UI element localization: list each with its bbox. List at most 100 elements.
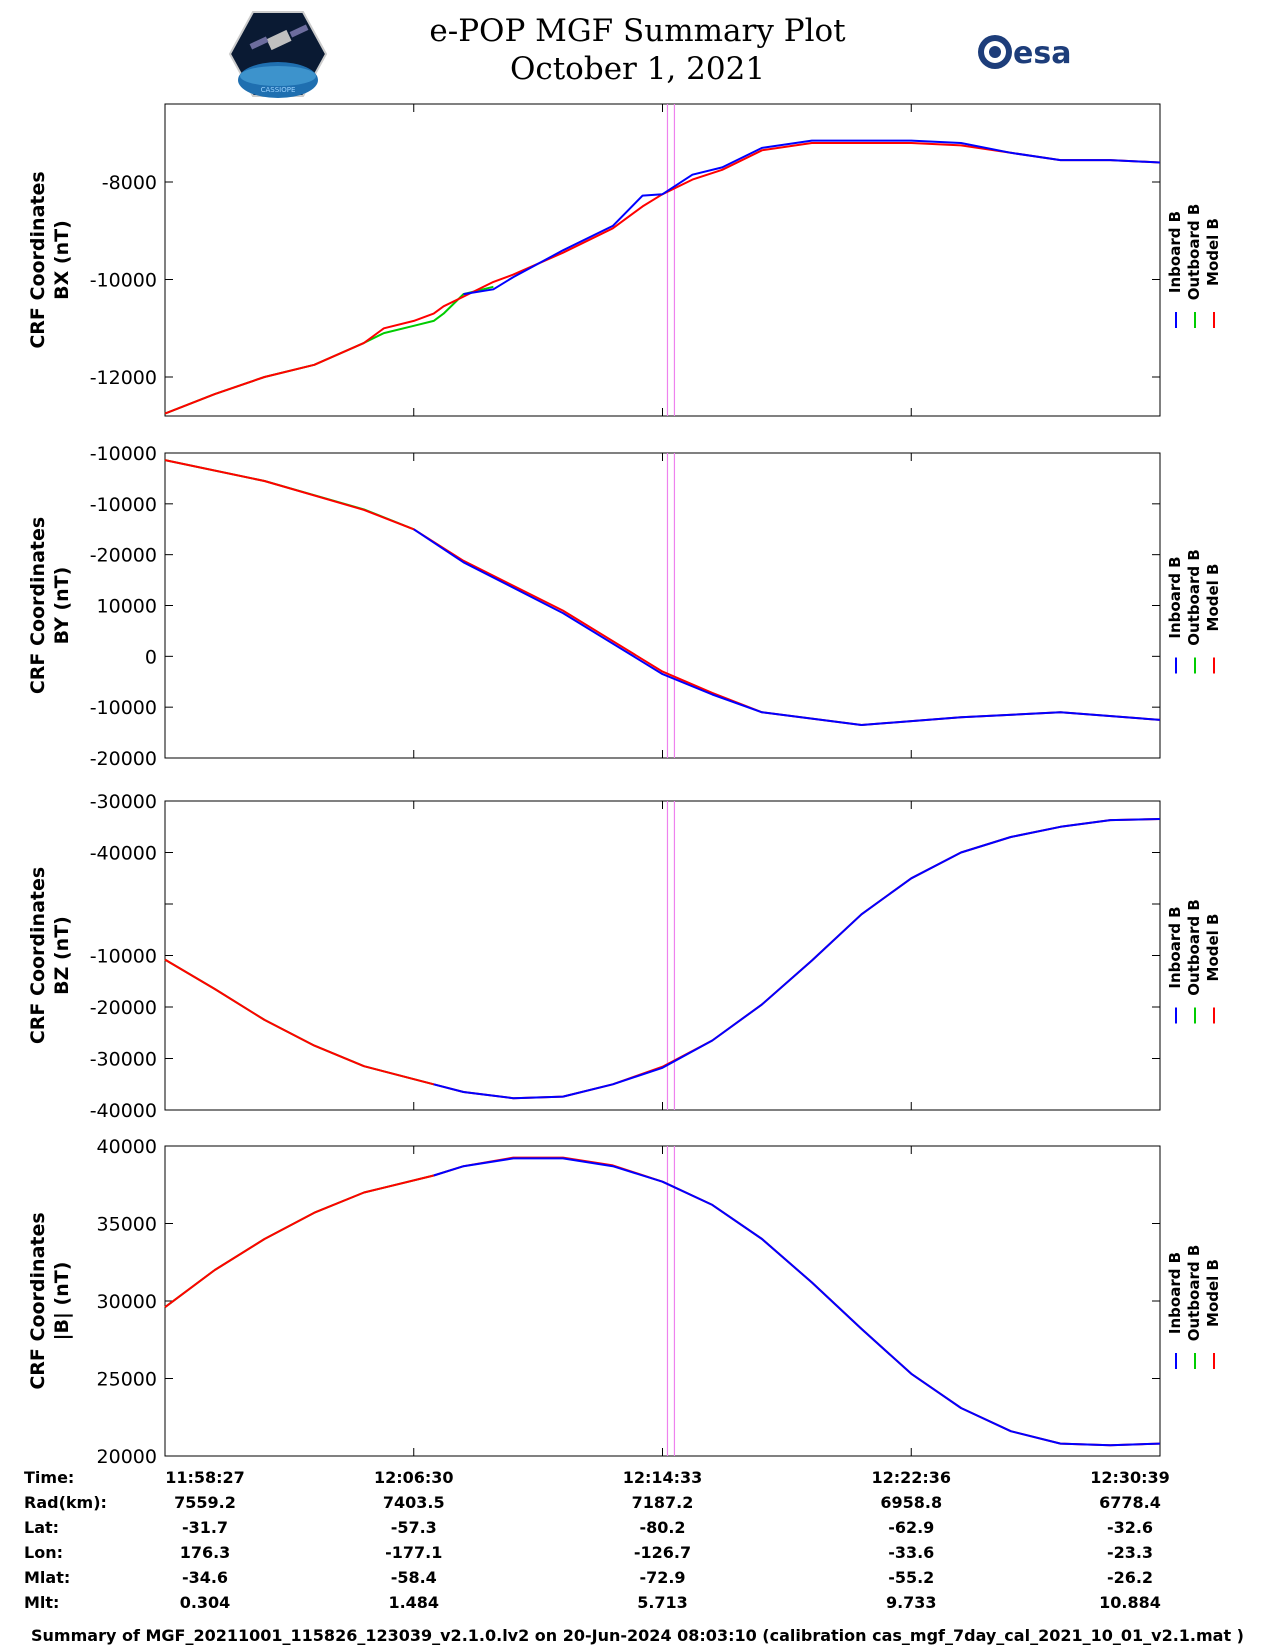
info-cell: 12:06:30: [373, 1468, 454, 1487]
legend-label: Outboard B: [1185, 549, 1203, 646]
plot-frame: [164, 452, 1161, 759]
info-row-label: Lon:: [24, 1543, 63, 1562]
esa-logo-text: esa: [1013, 36, 1071, 71]
y-tick-label: -30000: [90, 1049, 157, 1071]
panel-1: -12000 -10000 -8000 CRF Coordinates BX (nT) I…: [27, 103, 1222, 417]
info-cell: 10.884: [1099, 1593, 1161, 1612]
y-tick-label: 20000: [97, 1446, 157, 1468]
y-tick-label: -40000: [90, 1100, 157, 1122]
series-line-inboard-b: [413, 528, 1161, 726]
y-axis-label-line-2: BZ (nT): [51, 916, 73, 995]
title-line-2: October 1, 2021: [509, 51, 766, 87]
info-row: Rad(km): 7559.2 7403.5 7187.2 6958.8 6778.4: [0, 1493, 1275, 1517]
panel-2: -20000 -10000 0 10000 -20000 -10000 -10000 CRF …: [27, 443, 1222, 770]
info-row-label: Lat:: [24, 1518, 60, 1537]
info-cell: 6778.4: [1099, 1493, 1161, 1512]
info-cell: -31.7: [181, 1518, 229, 1537]
series-line-inboard-b: [433, 1157, 1161, 1447]
info-cell: 5.713: [637, 1593, 688, 1612]
series-line-model-b: [164, 1156, 1161, 1447]
legend-label: Model B: [1204, 1259, 1222, 1327]
info-row-label: Mlt:: [24, 1593, 60, 1612]
y-tick-label: -8000: [102, 172, 157, 194]
info-cell: -32.6: [1106, 1518, 1154, 1537]
cassiope-logo-text: CASSIOPE: [261, 86, 296, 94]
legend-label: Inboard B: [1166, 556, 1184, 638]
info-cell: -33.6: [888, 1543, 935, 1562]
panel-3: -40000 -30000 -20000 -10000 -40000 -30000 CRF …: [27, 791, 1222, 1122]
y-tick-label: -10000: [90, 946, 157, 968]
legend-label: Model B: [1204, 564, 1222, 632]
info-cell: 6958.8: [880, 1493, 943, 1512]
y-tick-label: 35000: [97, 1214, 157, 1236]
info-cell: -62.9: [888, 1518, 935, 1537]
y-tick-label: 30000: [97, 1291, 157, 1313]
info-cell: 176.3: [179, 1543, 231, 1562]
y-axis-label-line-1: CRF Coordinates: [27, 867, 49, 1044]
cassiope-logo: CASSIOPE: [228, 11, 328, 98]
info-row-label: Time:: [24, 1468, 75, 1487]
y-axis-label-line-1: CRF Coordinates: [27, 517, 49, 694]
y-axis-label-line-1: CRF Coordinates: [27, 171, 49, 348]
series-line-inboard-b: [433, 818, 1161, 1100]
title-line-1: e-POP MGF Summary Plot: [429, 13, 846, 49]
series-line-outboard-b: [164, 459, 415, 531]
info-cell: 11:58:27: [165, 1468, 245, 1487]
info-cell: 1.484: [388, 1593, 440, 1612]
legend-label: Inboard B: [1166, 1252, 1184, 1334]
info-row: Lon: 176.3 -177.1 -126.7 -33.6 -23.3: [0, 1543, 1275, 1567]
legend-label: Outboard B: [1185, 1245, 1203, 1342]
y-tick-label: 40000: [97, 1136, 157, 1158]
info-row: Mlat: -34.6 -58.4 -72.9 -55.2 -26.2: [0, 1568, 1275, 1592]
plot-frame: [164, 1145, 1161, 1457]
info-cell: -58.4: [390, 1568, 437, 1587]
chart-title: e-POP MGF Summary Plot October 1, 2021: [0, 12, 1275, 88]
y-tick-label: -20000: [90, 545, 157, 567]
info-cell: -80.2: [639, 1518, 686, 1537]
info-cell: 7403.5: [382, 1493, 445, 1512]
legend-label: Inboard B: [1166, 906, 1184, 988]
series-line-model-b: [164, 459, 1161, 726]
y-tick-label: -10000: [90, 270, 157, 292]
legend-label: Model B: [1204, 218, 1222, 286]
y-axis-label-line-2: BY (nT): [51, 567, 73, 645]
y-tick-label: -40000: [90, 843, 157, 865]
info-cell: 12:22:36: [871, 1468, 952, 1487]
info-cell: 9.733: [885, 1593, 937, 1612]
info-row-label: Mlat:: [24, 1568, 71, 1587]
series-line-outboard-b: [164, 958, 434, 1086]
plot-frame: [164, 103, 1161, 417]
info-cell: -57.3: [390, 1518, 437, 1537]
info-cell: -23.3: [1106, 1543, 1154, 1562]
esa-logo: esa: [978, 35, 1071, 71]
legend-label: Model B: [1204, 914, 1222, 982]
y-axis-label-line-1: CRF Coordinates: [27, 1212, 49, 1389]
info-cell: 7187.2: [631, 1493, 694, 1512]
info-row: Time: 11:58:27 12:06:30 12:14:33 12:22:36 12:…: [0, 1468, 1275, 1492]
series-line-model-b: [164, 142, 1161, 415]
info-cell: 0.304: [179, 1593, 231, 1612]
series-line-inboard-b: [463, 139, 1161, 296]
info-cell: 12:14:33: [622, 1468, 703, 1487]
legend-label: Outboard B: [1185, 204, 1203, 301]
legend-label: Inboard B: [1166, 211, 1184, 293]
y-tick-label: -20000: [90, 997, 157, 1019]
y-tick-label: -10000: [90, 443, 157, 465]
info-row: Mlt: 0.304 1.484 5.713 9.733 10.884: [0, 1593, 1275, 1617]
y-tick-label: -10000: [90, 697, 157, 719]
info-cell: 7559.2: [174, 1493, 236, 1512]
info-cell: -72.9: [639, 1568, 686, 1587]
panel-4: 20000 25000 30000 35000 40000 CRF Coordinates…: [27, 1136, 1222, 1468]
info-row: Lat: -31.7 -57.3 -80.2 -62.9 -32.6: [0, 1518, 1275, 1542]
info-row-label: Rad(km):: [24, 1493, 107, 1512]
y-tick-label: -30000: [90, 791, 157, 813]
y-tick-label: -12000: [90, 367, 157, 389]
info-cell: -177.1: [385, 1543, 443, 1562]
info-cell: -55.2: [888, 1568, 935, 1587]
footer-summary: Summary of MGF_20211001_115826_123039_v2…: [31, 1626, 1244, 1645]
y-axis-label-line-2: |B| (nT): [51, 1262, 73, 1341]
info-cell: -26.2: [1106, 1568, 1154, 1587]
y-axis-label-line-2: BX (nT): [51, 220, 73, 300]
series-line-outboard-b: [164, 1174, 434, 1309]
